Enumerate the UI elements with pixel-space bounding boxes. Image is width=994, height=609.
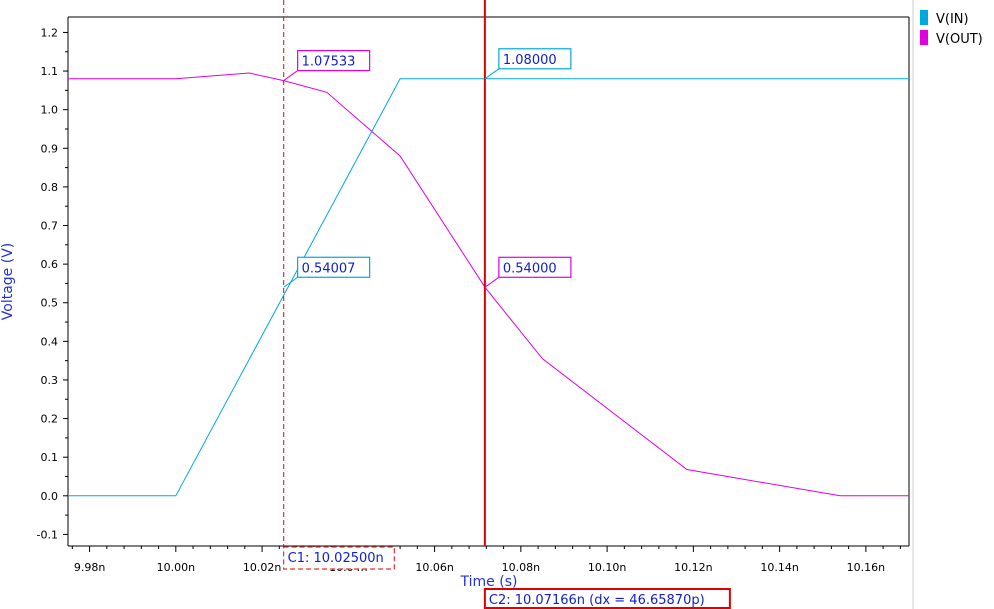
annotation-leader [484,276,500,288]
series-line-v-in[interactable] [68,78,909,497]
legend-label: V(IN) [936,12,969,27]
x-tick-label: 10.00n [157,561,195,574]
annotation-box [297,49,371,72]
y-tick-label: 0.6 [41,258,59,271]
cursor-c2-readout-box[interactable] [483,588,731,609]
x-tick-label: 10.08n [502,561,540,574]
annotation-value: 0.54007 [302,261,356,276]
annotation-value: 1.07533 [302,55,356,70]
y-tick-label: 0.7 [41,220,59,233]
annotation-box [498,256,572,278]
y-axis-label: Voltage (V) [0,243,16,320]
y-tick-label: -0.1 [37,528,58,541]
y-tick-label: 0.1 [41,451,59,464]
x-axis-label: Time (s) [460,574,518,590]
y-tick-label: 1.2 [41,26,59,39]
y-tick-label: 1.0 [41,104,59,117]
x-tick-label: 10.06n [415,561,453,574]
annotation-leader [283,70,298,81]
y-tick-label: 0.2 [41,413,59,426]
x-tick-label: 10.12n [674,561,712,574]
x-tick-label: 9.98n [74,561,105,574]
x-tick-label: 10.02n [243,561,281,574]
x-tick-label: 10.16n [847,561,885,574]
y-tick-label: 1.1 [41,65,59,78]
annotation-box [297,256,371,278]
cursor-c2-readout: C2: 10.07166n (dx = 46.65870p) [489,593,705,608]
legend-swatch [920,30,928,45]
y-tick-label: 0.5 [41,297,59,310]
y-tick-label: 0.4 [41,335,59,348]
y-tick-label: 0.8 [41,181,59,194]
x-tick-label: 10.14n [760,561,798,574]
cursor-c1-readout: C1: 10.02500n [288,551,384,566]
annotation-value: 1.08000 [503,53,557,68]
legend-label: V(OUT) [936,32,983,47]
x-tick-label: 10.10n [588,561,626,574]
annotation-box [498,48,572,70]
legend-swatch [920,10,928,25]
annotation-leader [484,68,500,80]
y-tick-label: 0.0 [41,490,59,503]
cursor-c1-readout-box[interactable] [283,546,395,570]
y-tick-label: 0.3 [41,374,59,387]
y-tick-label: 0.9 [41,142,59,155]
annotation-leader [283,276,298,288]
series-line-v-out[interactable] [68,72,909,497]
annotation-value: 0.54000 [503,261,557,276]
